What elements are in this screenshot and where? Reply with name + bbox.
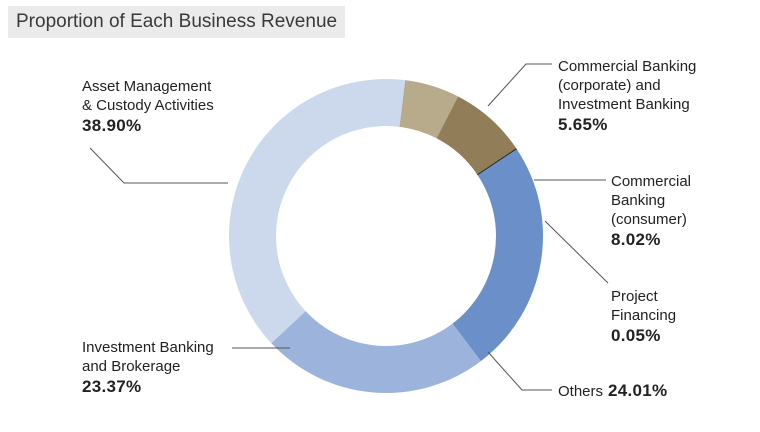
leader-line-asset-management [89,147,228,184]
leader-line-project-financing [544,220,609,284]
label-commercial-banking-consumer: Commercial Banking (consumer) 8.02% [611,172,691,251]
slice-label-value: 38.90% [82,116,142,135]
slice-project-financing [477,148,518,176]
leader-line-commercial-banking-corporate [487,63,552,107]
label-project-financing: Project Financing 0.05% [611,287,676,347]
slice-label-name: Project Financing [611,288,677,324]
slice-label-name: Others [558,383,604,400]
slice-label-name: Commercial Banking (corporate) and Inves… [558,58,697,113]
slice-label-value: 0.05% [611,326,661,345]
label-investment-banking-brokerage: Investment Banking and Brokerage 23.37% [82,338,214,398]
slice-label-value: 24.01% [608,381,668,400]
slice-commercial-banking-consumer [436,96,517,175]
chart-title: Proportion of Each Business Revenue [8,6,346,38]
label-asset-management: Asset Management & Custody Activities 38… [82,77,214,137]
slice-commercial-banking-corporate [399,80,459,139]
slice-label-value: 23.37% [82,377,142,396]
slice-label-name: Commercial Banking (consumer) [611,173,692,228]
slice-label-value: 5.65% [558,115,608,134]
label-commercial-banking-corporate: Commercial Banking (corporate) and Inves… [558,57,696,136]
slice-label-name: Asset Management & Custody Activities [82,78,214,114]
slice-label-value: 8.02% [611,230,661,249]
slice-others [452,149,543,362]
slice-label-name: Investment Banking and Brokerage [82,339,214,375]
slice-asset-management [228,78,406,344]
slice-investment-banking-brokerage [271,311,481,393]
leader-line-others [487,351,552,391]
label-others: Others 24.01% [558,380,667,402]
